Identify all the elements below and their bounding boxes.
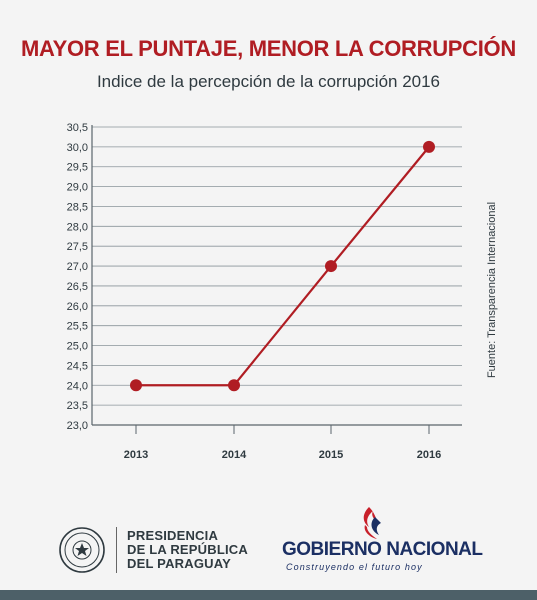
y-tick-label: 26,5 [67,281,88,293]
logo-divider [116,527,117,573]
bottom-bar [0,590,537,600]
chart-title: MAYOR EL PUNTAJE, MENOR LA CORRUPCIÓN [21,36,516,61]
y-tick-label: 23,0 [67,420,88,432]
presidencia-text: PRESIDENCIA DE LA REPÚBLICA DEL PARAGUAY [127,529,248,571]
chart-subtitle: Indice de la percepción de la corrupción… [96,72,441,91]
series-line [136,146,430,387]
y-tick-label: 28,0 [67,221,88,233]
presidencia-line-3: DEL PARAGUAY [127,556,232,571]
gobierno-nacional-wordmark: GOBIERNO NACIONAL [282,539,483,561]
y-tick-label: 30,0 [67,142,88,154]
presidencia-line-1: PRESIDENCIA [127,528,219,543]
gobierno-nacional-logo: GOBIERNO NACIONAL Construyendo el futuro… [282,505,483,575]
data-point [130,379,142,392]
data-point [228,379,240,392]
y-tick-label: 29,0 [67,182,88,194]
y-tick-label: 27,0 [67,261,88,273]
national-seal-icon [59,527,105,573]
y-tick-label: 24,5 [67,360,88,372]
y-tick-label: 23,5 [67,400,88,412]
flame-icon [363,507,381,539]
x-tick-label: 2014 [222,449,247,461]
y-tick-label: 30,5 [67,122,88,134]
gobierno-word: GOBIERNO [282,539,382,560]
data-point [325,260,337,273]
y-tick-label: 28,5 [67,201,88,213]
presidencia-logo: PRESIDENCIA DE LA REPÚBLICA DEL PARAGUAY [58,520,248,580]
y-tick-label: 25,5 [67,321,88,333]
y-tick-label: 27,5 [67,241,88,253]
nacional-word: NACIONAL [386,539,483,560]
y-tick-label: 26,0 [67,301,88,313]
y-tick-label: 29,5 [67,162,88,174]
source-note-text: Fuente: Transparencia Internacional [486,201,498,379]
data-point [423,140,435,153]
x-tick-label: 2015 [319,449,343,461]
presidencia-line-2: DE LA REPÚBLICA [127,542,248,557]
x-tick-label: 2013 [124,449,148,461]
tagline: Construyendo el futuro hoy [286,562,423,572]
x-tick-label: 2016 [417,449,441,461]
y-tick-label: 24,0 [67,380,88,392]
y-tick-label: 25,0 [67,341,88,353]
